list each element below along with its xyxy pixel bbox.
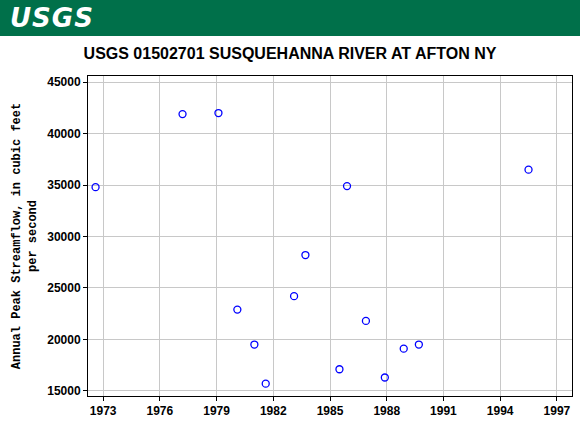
svg-text:40000: 40000: [47, 127, 81, 141]
svg-text:20000: 20000: [47, 333, 81, 347]
svg-text:1997: 1997: [544, 404, 571, 418]
svg-text:1994: 1994: [487, 404, 514, 418]
html-text:USGS: USGS: [10, 3, 94, 33]
svg-text:15000: 15000: [47, 384, 81, 398]
svg-text:1976: 1976: [146, 404, 173, 418]
svg-text:1979: 1979: [203, 404, 230, 418]
svg-text:30000: 30000: [47, 230, 81, 244]
svg-text:Annual Peak Streamflow, in cub: Annual Peak Streamflow, in cubic feetper…: [10, 103, 40, 369]
svg-text:1985: 1985: [317, 404, 344, 418]
svg-text:1982: 1982: [260, 404, 287, 418]
svg-text:1973: 1973: [90, 404, 117, 418]
svg-text:45000: 45000: [47, 75, 81, 89]
svg-text:35000: 35000: [47, 178, 81, 192]
svg-text:25000: 25000: [47, 281, 81, 295]
svg-text:1988: 1988: [373, 404, 400, 418]
svg-text:1991: 1991: [430, 404, 457, 418]
svg-text:USGS 01502701 SUSQUEHANNA RIVE: USGS 01502701 SUSQUEHANNA RIVER AT AFTON…: [84, 45, 497, 62]
